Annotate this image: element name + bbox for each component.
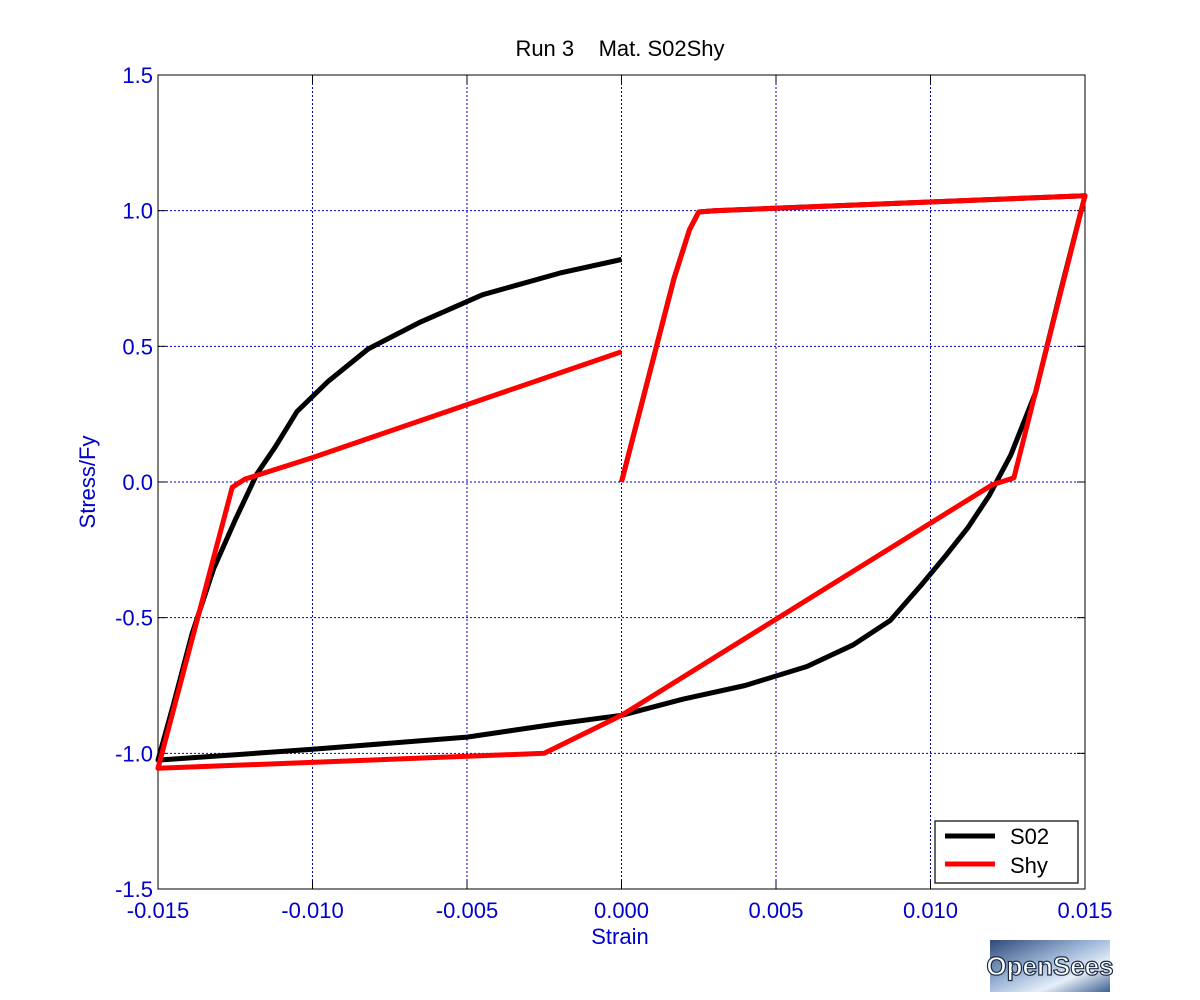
logo-text: OpenSees bbox=[986, 951, 1113, 981]
x-tick-label: -0.015 bbox=[127, 898, 189, 923]
grid-lines bbox=[158, 75, 1085, 889]
opensees-logo: OpenSees bbox=[986, 940, 1114, 992]
y-tick-label: 1.5 bbox=[122, 63, 153, 88]
x-tick-label: 0.010 bbox=[903, 898, 958, 923]
x-tick-label: 0.015 bbox=[1057, 898, 1112, 923]
x-axis-title: Strain bbox=[591, 924, 648, 949]
x-tick-label: -0.005 bbox=[436, 898, 498, 923]
y-tick-label: -1.0 bbox=[115, 741, 153, 766]
legend-box bbox=[934, 820, 1079, 884]
y-tick-label: 0.5 bbox=[122, 334, 153, 359]
axis-ticks: -0.015 -0.010 -0.005 0.000 0.005 0.010 0.015 1.… bbox=[115, 63, 1112, 923]
legend-label-s02: S02 bbox=[1010, 824, 1049, 849]
chart-title: Run 3 Mat. S02Shy bbox=[515, 36, 724, 61]
legend: S02 Shy bbox=[934, 820, 1079, 884]
series-line-shy bbox=[155, 193, 1088, 771]
y-tick-label: -1.5 bbox=[115, 877, 153, 902]
y-tick-label: 0.0 bbox=[122, 470, 153, 495]
y-tick-label: 1.0 bbox=[122, 199, 153, 224]
x-tick-label: -0.010 bbox=[281, 898, 343, 923]
data-series bbox=[155, 193, 1088, 771]
x-tick-label: 0.000 bbox=[594, 898, 649, 923]
logo-background bbox=[990, 940, 1110, 992]
x-tick-label: 0.005 bbox=[748, 898, 803, 923]
y-axis-title: Stress/Fy bbox=[75, 436, 100, 529]
legend-label-shy: Shy bbox=[1010, 853, 1048, 878]
y-tick-label: -0.5 bbox=[115, 606, 153, 631]
